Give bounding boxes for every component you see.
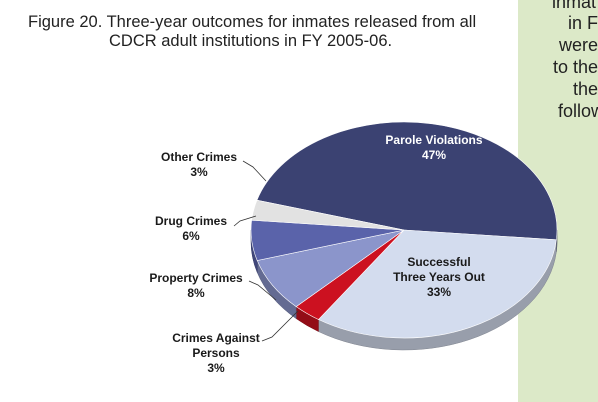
slice-value-drug-crimes: 6%: [182, 229, 200, 243]
slice-label-parole-violations: Parole Violations: [385, 133, 482, 147]
slice-value-successful-three-years-out: 33%: [427, 285, 451, 299]
pie-slice-parole-violations: [256, 121, 558, 241]
slice-label-successful-three-years-out-line-2: Three Years Out: [393, 270, 485, 284]
leader-line-crimes-against-persons: [261, 310, 299, 342]
slice-label-drug-crimes: Drug Crimes: [155, 214, 227, 228]
slice-label-crimes-against-persons-line-1: Crimes Against: [172, 331, 260, 345]
figure-caption: Figure 20. Three-year outcomes for inmat…: [28, 13, 508, 51]
slice-label-other-crimes: Other Crimes: [161, 150, 237, 164]
side-text-line-1: inmat: [551, 0, 596, 12]
caption-line-2: CDCR adult institutions in FY 2005-06.: [109, 32, 393, 50]
side-text-line-4: to the: [552, 57, 598, 77]
slice-value-parole-violations: 47%: [422, 148, 446, 162]
leader-line-other-crimes: [242, 160, 267, 182]
slice-value-property-crimes: 8%: [187, 286, 205, 300]
side-text-line-5: the: [572, 79, 598, 99]
pie-slice-other-crimes: [251, 199, 405, 231]
side-text-line-3: were: [558, 35, 598, 55]
side-text-line-6: follow: [557, 101, 598, 121]
slice-value-crimes-against-persons: 3%: [207, 361, 225, 375]
pie-slice-successful-three-years-out: [317, 229, 557, 339]
slice-label-successful-three-years-out-line-1: Successful: [407, 255, 470, 269]
leader-line-drug-crimes: [233, 215, 257, 227]
slice-label-property-crimes: Property Crimes: [149, 271, 243, 285]
leader-line-property-crimes: [248, 280, 277, 301]
caption-line-1: Figure 20. Three-year outcomes for inmat…: [28, 13, 477, 31]
slice-value-other-crimes: 3%: [190, 165, 208, 179]
slice-label-crimes-against-persons-line-2: Persons: [192, 346, 240, 360]
side-text-line-2: in F: [567, 13, 598, 33]
